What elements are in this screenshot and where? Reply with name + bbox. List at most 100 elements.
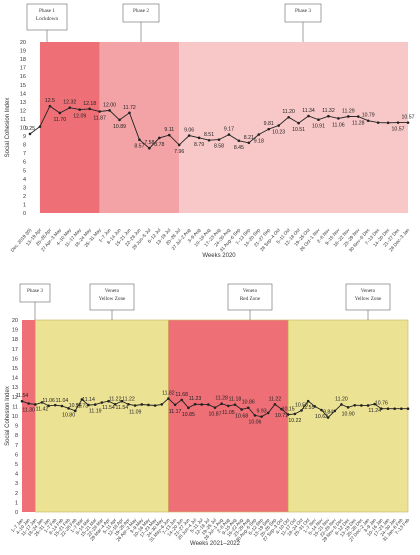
data-label: 9.11 [164, 127, 174, 133]
data-point [100, 401, 104, 404]
callout-label: Phase 2 [133, 8, 149, 14]
y-tick-label: 18 [20, 57, 26, 63]
data-point [187, 134, 191, 137]
data-point [147, 403, 150, 407]
y-tick-label: 3 [23, 185, 26, 191]
data-point [360, 404, 363, 407]
data-point [60, 404, 64, 408]
phase-callout: Veneto Yellow Zone [89, 283, 135, 320]
data-label: 8.57 [134, 144, 144, 150]
y-tick-label: 3 [15, 481, 18, 487]
y-tick-label: 19 [20, 49, 26, 55]
data-point [400, 407, 403, 411]
callout-label: Phase 3 [27, 288, 43, 294]
data-label: 10.57 [402, 115, 415, 121]
data-point [27, 402, 30, 405]
y-tick-label: 11 [20, 117, 26, 123]
x-axis-label: Weeks 2020 [202, 253, 236, 259]
data-point [297, 121, 300, 125]
data-label: 10.22 [288, 418, 301, 424]
data-label: 11.54 [102, 405, 115, 411]
data-label: 11.28 [215, 396, 228, 402]
data-point [200, 403, 203, 406]
data-point [180, 398, 184, 402]
data-point [326, 416, 330, 419]
y-tick-label: 14 [20, 91, 26, 97]
data-point [347, 115, 350, 118]
data-point [366, 404, 370, 407]
callout-label: Veneto [243, 288, 258, 294]
y-tick-label: 18 [12, 337, 18, 343]
data-label: 11.82 [162, 391, 175, 397]
callout-label: Yellow Zone [99, 296, 126, 302]
y-tick-label: 7 [23, 151, 26, 157]
data-point [38, 125, 42, 128]
y-tick-label: 4 [23, 177, 26, 183]
data-label: 11.42 [36, 406, 49, 412]
data-point [356, 115, 360, 118]
data-point [396, 121, 400, 124]
data-point [80, 398, 84, 401]
data-label: 12.09 [73, 114, 86, 120]
data-label: 10.68 [235, 413, 248, 419]
data-label: 11.06 [42, 398, 55, 404]
data-point [327, 114, 330, 118]
data-point [34, 403, 37, 406]
data-point [88, 107, 91, 111]
data-point [313, 405, 317, 408]
data-point [266, 411, 270, 415]
y-tick-label: 20 [20, 40, 26, 46]
data-point [120, 399, 124, 403]
data-label: 10.23 [272, 130, 285, 136]
data-point [286, 413, 290, 416]
phase-callout: Veneto Yellow Zone [345, 283, 391, 320]
data-point [273, 402, 277, 406]
data-label: 9.06 [184, 128, 194, 134]
zone-band-4 [288, 320, 408, 512]
y-tick-label: 15 [12, 366, 18, 372]
data-point [138, 138, 141, 142]
data-label: 11.20 [335, 396, 348, 402]
callout-label: Veneto [105, 288, 120, 294]
data-point [353, 403, 357, 407]
y-tick-label: 12 [20, 108, 26, 114]
data-label: 11.06 [332, 122, 345, 128]
data-label: 10.51 [292, 127, 305, 133]
data-label: 9.18 [254, 139, 264, 145]
data-point [386, 121, 390, 125]
data-point [87, 403, 90, 407]
data-point [127, 402, 130, 406]
data-point [133, 404, 137, 407]
y-tick-label: 10 [20, 126, 26, 132]
data-point [277, 124, 280, 127]
data-label: 12.18 [83, 101, 96, 107]
data-point [260, 415, 263, 418]
data-label: 11.32 [322, 108, 335, 114]
data-point [376, 121, 380, 124]
callout-box [345, 283, 391, 311]
data-point [246, 406, 250, 410]
y-tick-label: 12 [12, 395, 18, 401]
data-label: 9.81 [264, 121, 274, 127]
y-tick-label: 20 [12, 318, 18, 324]
data-point [113, 402, 117, 406]
data-point [373, 402, 377, 406]
data-point [340, 403, 343, 406]
data-label: 8.58 [214, 144, 224, 150]
data-point [148, 146, 151, 150]
y-tick-label: 14 [12, 376, 18, 382]
data-label: 9.93 [257, 409, 267, 415]
zone-band-3 [179, 42, 408, 213]
data-label: 10.87 [209, 412, 222, 418]
data-point [213, 406, 217, 409]
data-label: 11.70 [54, 117, 67, 123]
callout-label: Phase 1 [39, 8, 55, 14]
y-tick-label: 16 [12, 356, 18, 362]
y-tick-label: 0 [23, 211, 26, 217]
data-label: 10.85 [182, 412, 195, 418]
data-point [98, 110, 101, 113]
callout-box [227, 283, 273, 311]
data-point [393, 407, 396, 411]
